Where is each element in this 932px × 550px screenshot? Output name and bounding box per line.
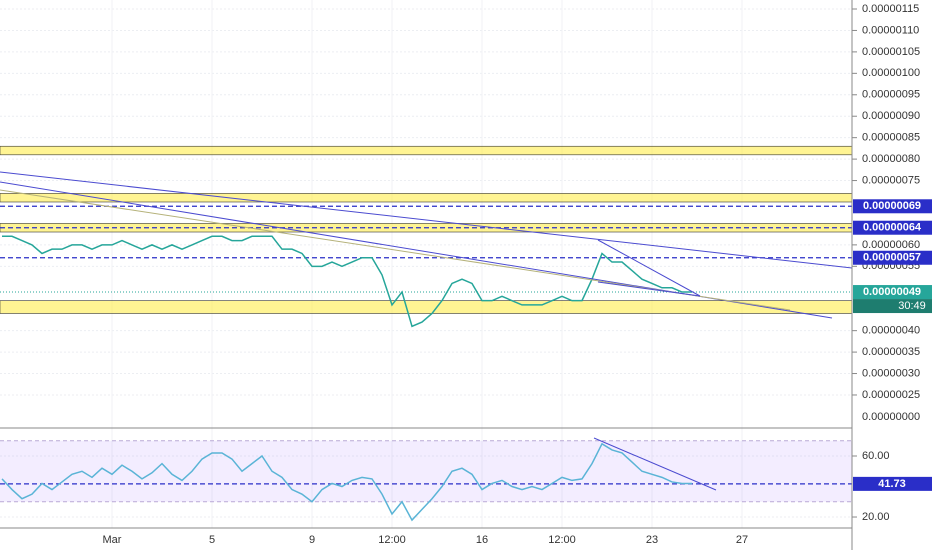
countdown: 30:49 [898,300,926,312]
y-tick-label: 0.00000090 [862,110,920,122]
y-tick-label: 0.00000030 [862,367,920,379]
price-label-bg [853,476,932,491]
y-tick-label: 0.00000115 [862,3,919,15]
price-label: 0.00000064 [863,222,922,234]
x-tick-label: Mar [103,534,122,546]
zone [0,145,853,156]
price-label: 0.00000049 [863,286,921,298]
y-tick-label: 0.00000025 [862,389,920,401]
price-label: 41.73 [878,478,906,490]
series-line [2,235,692,328]
x-tick-label: 5 [209,534,215,546]
y-tick-label: 0.00000035 [862,346,920,358]
x-tick-label: 12:00 [548,534,576,546]
triangle-line [597,281,701,297]
rsi-trend-line [593,437,717,491]
x-tick-label: 23 [646,534,658,546]
series-line [1,442,692,522]
rsi-band [0,440,852,502]
under-layer [0,0,857,528]
x-tick-label: 16 [476,534,488,546]
pane-label: 0.00000000 [862,411,920,423]
y-tick-label: 0.00000100 [862,67,920,79]
x-tick-label: 9 [309,534,315,546]
price-label-bg [853,285,932,300]
y-tick-label: 0.00000110 [862,24,919,36]
y-tick-label: 20.00 [862,511,890,523]
y-tick-label: 0.00000040 [862,325,920,337]
zone [0,300,853,314]
y-tick-label: 0.00000075 [862,174,920,186]
y-tick-label: 0.00000060 [862,239,920,251]
price-label: 0.00000057 [863,252,921,264]
drawings [0,171,853,491]
y-tick-label: 0.00000080 [862,153,920,165]
price-label-bg [853,250,932,265]
y-tick-label: 60.00 [862,450,890,462]
x-tick-label: 12:00 [378,534,406,546]
price-label-bg [853,220,932,235]
y-tick-label: 0.00000105 [862,46,920,58]
triangle-line [597,239,701,297]
y-tick-label: 0.00000085 [862,132,920,144]
price-label-bg [853,199,932,214]
countdown-bg [853,299,932,314]
x-tick-label: 27 [736,534,748,546]
mark-layer [1,235,692,522]
y-tick-label: 0.00000095 [862,89,920,101]
zone [0,193,853,203]
label-layer: 0.00000115 0.00000110 0.00000105 0.00000100… [103,3,932,546]
trend-line [0,171,853,269]
price-label: 0.00000069 [863,200,921,212]
